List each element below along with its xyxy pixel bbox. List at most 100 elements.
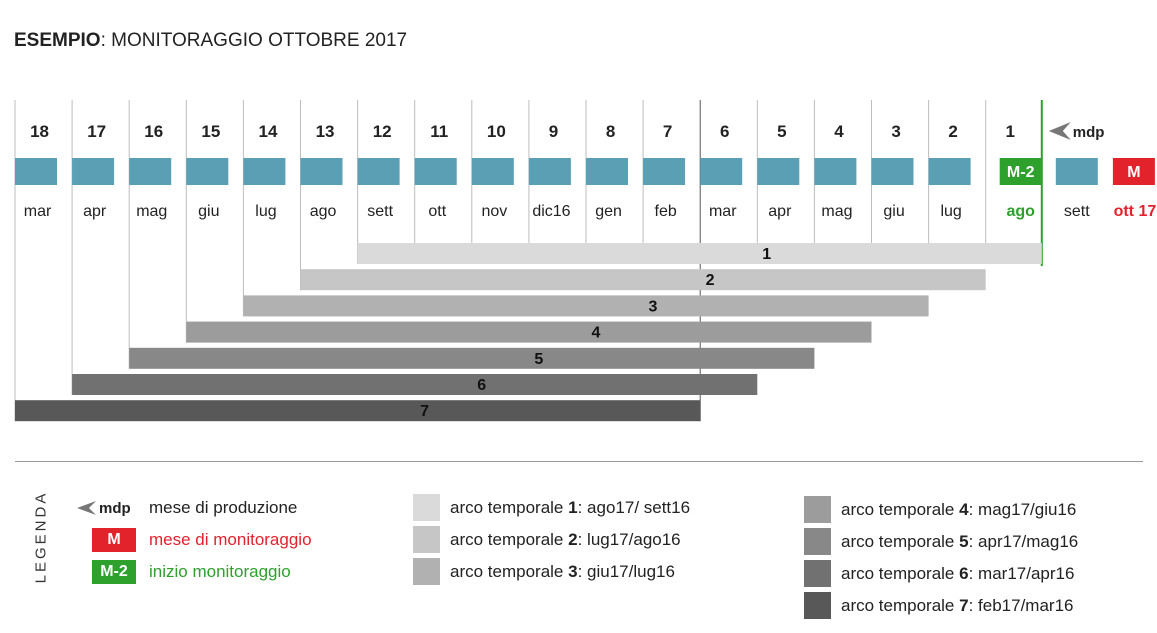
m2-block xyxy=(999,158,1042,185)
arc-2-range: : lug17/ago16 xyxy=(577,529,681,549)
month-block xyxy=(586,158,628,185)
arc-bar-1 xyxy=(357,243,1042,264)
column-number: 1 xyxy=(1006,122,1015,141)
column-number: 2 xyxy=(948,122,957,141)
arc-4-range: : mag17/giu16 xyxy=(968,499,1077,519)
m2-block-label: M-2 xyxy=(1007,164,1035,181)
arc-2-num: 2 xyxy=(568,529,578,549)
month-block xyxy=(300,158,343,185)
month-label: mar xyxy=(709,203,737,220)
arc-6-swatch xyxy=(804,560,831,587)
legend-arc-6: arco temporale 6: mar17/apr16 xyxy=(804,560,1074,587)
arc-bar-label: 7 xyxy=(420,403,429,420)
month-block xyxy=(871,158,914,185)
m2-badge: M-2 xyxy=(92,560,136,584)
arc-bar-label: 6 xyxy=(477,377,486,394)
arc-bar-6 xyxy=(72,374,758,395)
month-block xyxy=(928,158,971,185)
column-number: 9 xyxy=(549,122,558,141)
month-label: mar xyxy=(24,203,52,220)
month-label: giu xyxy=(198,203,219,220)
mdp-text: mese di produzione xyxy=(149,498,298,517)
month-label: giu xyxy=(883,203,904,220)
column-number: 15 xyxy=(201,122,220,141)
month-block xyxy=(471,158,514,185)
m-block-label: M xyxy=(1127,164,1140,181)
page-title: ESEMPIO: MONITORAGGIO OTTOBRE 2017 xyxy=(14,30,407,52)
arc-7-num: 7 xyxy=(959,595,969,615)
column-number: 3 xyxy=(891,122,900,141)
column-number: 5 xyxy=(777,122,786,141)
column-number: 13 xyxy=(316,122,335,141)
month-label: nov xyxy=(481,203,507,220)
arc-6-range: : mar17/apr16 xyxy=(968,563,1075,583)
arc-7-prefix: arco temporale xyxy=(841,595,955,615)
month-block xyxy=(643,158,686,185)
arc-4-num: 4 xyxy=(959,499,969,519)
arc-5-swatch xyxy=(804,528,831,555)
arc-2-swatch xyxy=(413,526,440,553)
month-block xyxy=(72,158,115,185)
month-block xyxy=(15,158,57,185)
month-block xyxy=(243,158,286,185)
month-block xyxy=(414,158,457,185)
m-badge: M xyxy=(92,528,136,552)
month-block xyxy=(186,158,229,185)
legend-divider xyxy=(15,461,1143,462)
column-number: 11 xyxy=(430,122,448,141)
mdp-symbol-text: mdp xyxy=(99,499,131,517)
arc-bar-4 xyxy=(186,321,872,343)
m-block xyxy=(1112,158,1155,185)
legend-arc-7: arco temporale 7: feb17/mar16 xyxy=(804,592,1074,619)
mdp-label: mdp xyxy=(1073,124,1105,141)
arc-7-range: : feb17/mar16 xyxy=(968,595,1074,615)
month-label: sett xyxy=(1064,203,1090,220)
month-label: apr xyxy=(83,203,107,220)
arc-bar-label: 5 xyxy=(534,351,543,368)
arc-bar-5 xyxy=(129,347,815,369)
m-text: mese di monitoraggio xyxy=(149,530,312,549)
month-label: ott 17 xyxy=(1114,203,1157,220)
month-block xyxy=(757,158,800,185)
month-label: ott xyxy=(428,203,446,220)
legend-heading: LEGENDA xyxy=(32,490,50,584)
month-block xyxy=(357,158,400,185)
column-number: 7 xyxy=(663,122,672,141)
legend-arc-3: arco temporale 3: giu17/lug16 xyxy=(413,558,675,585)
arc-6-prefix: arco temporale xyxy=(841,563,955,583)
month-block xyxy=(129,158,172,185)
legend-m-row: M mese di monitoraggio xyxy=(92,528,312,552)
month-label: sett xyxy=(367,203,393,220)
arc-3-swatch xyxy=(413,558,440,585)
column-number: 4 xyxy=(834,122,844,141)
month-block xyxy=(700,158,743,185)
legend-arc-2: arco temporale 2: lug17/ago16 xyxy=(413,526,681,553)
arc-1-swatch xyxy=(413,494,440,521)
arc-3-prefix: arco temporale xyxy=(450,561,564,581)
arc-1-range: : ago17/ sett16 xyxy=(577,497,691,517)
month-label: mag xyxy=(136,203,167,220)
month-label: lug xyxy=(940,203,961,220)
title-rest: : MONITORAGGIO OTTOBRE 2017 xyxy=(100,30,408,51)
arc-5-range: : apr17/mag16 xyxy=(968,531,1079,551)
arc-bar-label: 2 xyxy=(706,272,715,289)
arc-1-prefix: arco temporale xyxy=(450,497,564,517)
arc-1-num: 1 xyxy=(568,497,578,517)
month-label: ago xyxy=(310,203,337,220)
arc-5-prefix: arco temporale xyxy=(841,531,955,551)
arc-3-num: 3 xyxy=(568,561,578,581)
arc-2-prefix: arco temporale xyxy=(450,529,564,549)
column-number: 6 xyxy=(720,122,729,141)
column-number: 14 xyxy=(258,122,277,141)
month-block xyxy=(814,158,857,185)
legend-arc-5: arco temporale 5: apr17/mag16 xyxy=(804,528,1078,555)
legend-mdp-row: mdp mese di produzione xyxy=(75,497,297,519)
arc-bar-2 xyxy=(300,269,986,291)
arc-bar-label: 3 xyxy=(649,298,658,315)
column-number: 10 xyxy=(487,122,506,141)
month-block xyxy=(528,158,571,185)
arc-bar-label: 4 xyxy=(591,325,600,342)
column-number: 8 xyxy=(606,122,615,141)
month-label: dic16 xyxy=(532,203,570,220)
month-label: lug xyxy=(255,203,276,220)
